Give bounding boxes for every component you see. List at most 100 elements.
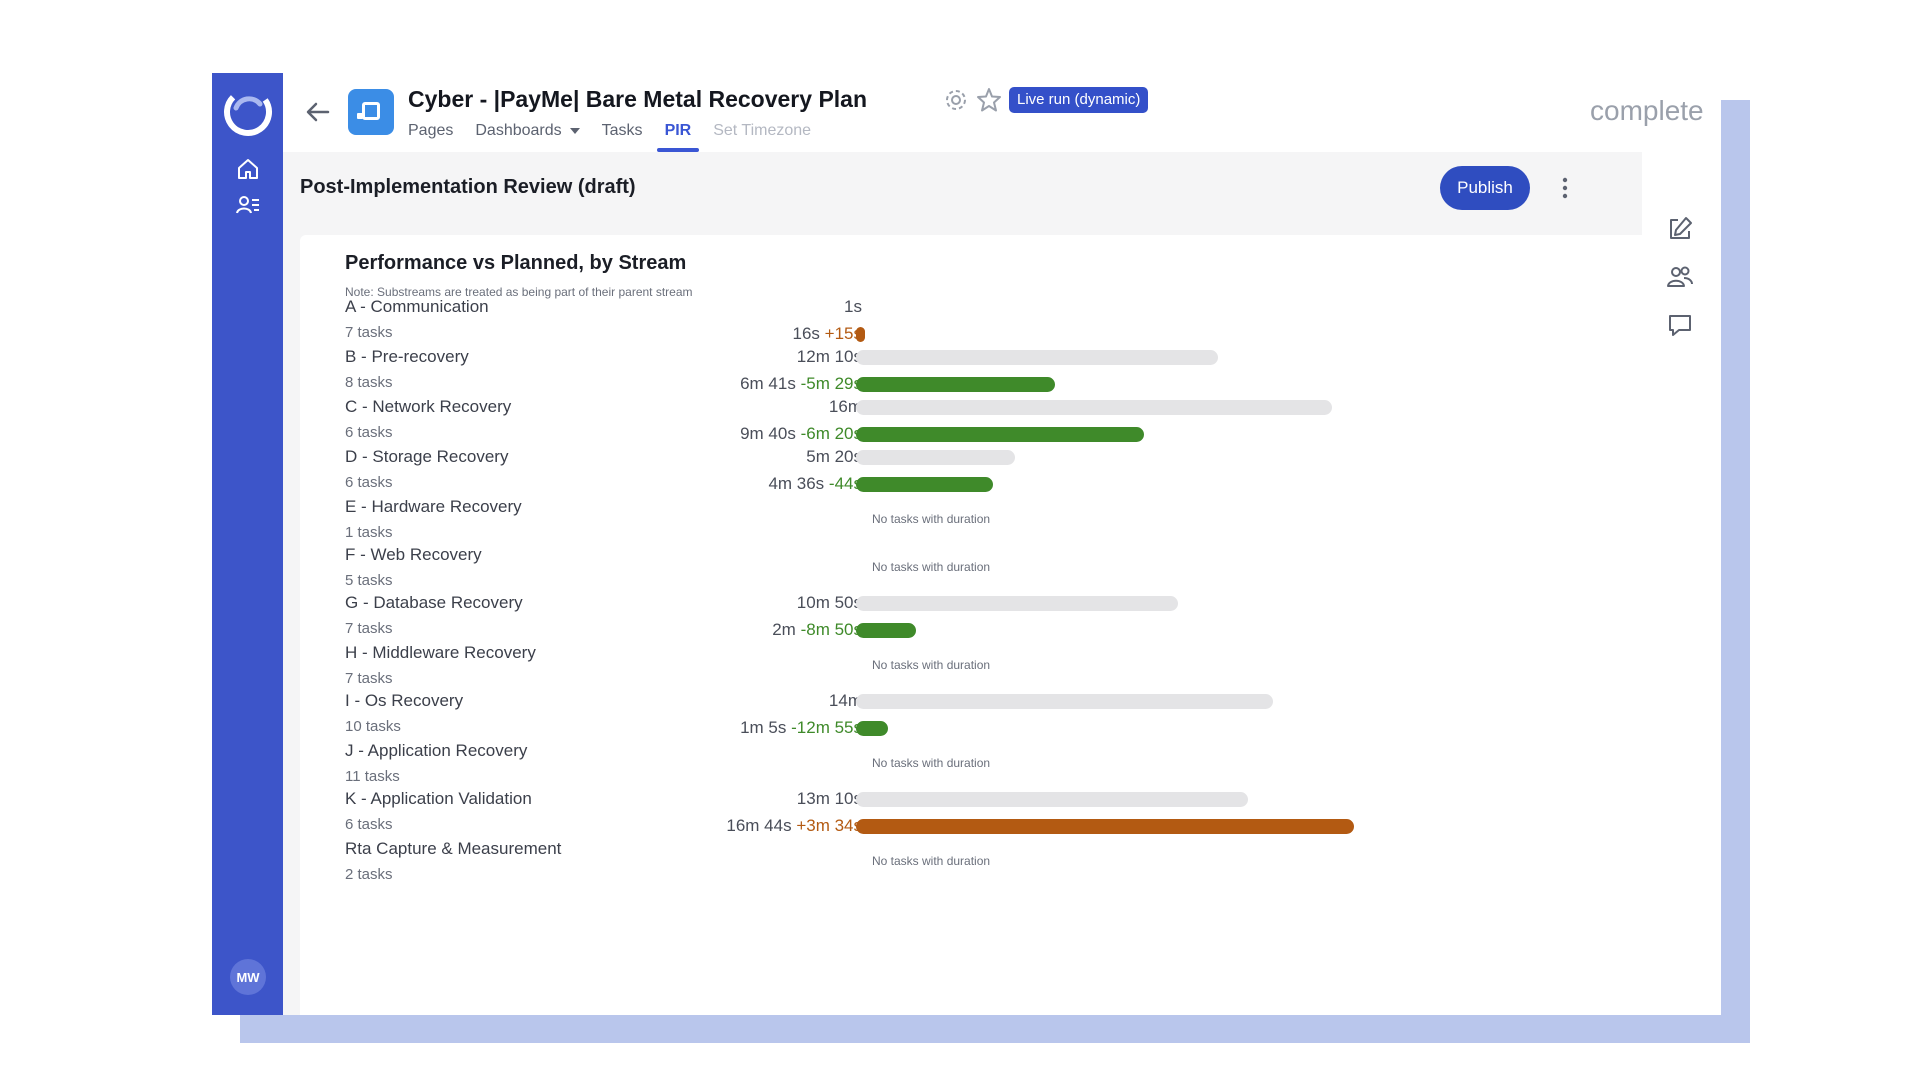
star-icon[interactable] bbox=[975, 86, 1003, 114]
planned-bar bbox=[856, 450, 1015, 465]
home-icon[interactable] bbox=[234, 155, 262, 183]
publish-button[interactable]: Publish bbox=[1440, 166, 1530, 210]
stream-name: H - Middleware Recovery bbox=[345, 643, 536, 662]
planned-duration: 10m 50s bbox=[796, 593, 862, 612]
stream-name: A - Communication bbox=[345, 297, 489, 316]
actual-duration: 2m -8m 50s bbox=[772, 620, 862, 640]
stream-name: B - Pre-recovery bbox=[345, 347, 469, 366]
stream-task-count: 6 tasks bbox=[345, 424, 393, 441]
actual-bar bbox=[856, 427, 1144, 442]
stream-row: K - Application Validation 6 tasks 13m 10s… bbox=[300, 789, 1652, 837]
actual-duration: 9m 40s -6m 20s bbox=[740, 424, 862, 444]
tab-dashboards-label: Dashboards bbox=[475, 122, 562, 139]
people-icon[interactable] bbox=[1665, 262, 1695, 292]
edit-icon[interactable] bbox=[1665, 214, 1695, 244]
planned-duration: 13m 10s bbox=[796, 789, 862, 808]
live-run-badge: Live run (dynamic) bbox=[1009, 87, 1149, 113]
delta-value: -44s bbox=[828, 474, 862, 493]
stream-name: K - Application Validation bbox=[345, 789, 532, 808]
avatar[interactable]: MW bbox=[230, 959, 266, 995]
planned-bar bbox=[856, 792, 1248, 807]
chevron-down-icon bbox=[569, 127, 580, 134]
planned-bar bbox=[856, 400, 1333, 415]
actual-bar bbox=[856, 623, 916, 638]
comment-icon[interactable] bbox=[1665, 310, 1695, 340]
stream-task-count: 2 tasks bbox=[345, 866, 393, 883]
stream-row: C - Network Recovery 6 tasks 16m 9m 40s -6m… bbox=[300, 397, 1652, 445]
stream-task-count: 7 tasks bbox=[345, 620, 393, 637]
planned-bar bbox=[856, 350, 1219, 365]
actual-value: 9m 40s bbox=[740, 424, 796, 443]
no-duration-label: No tasks with duration bbox=[872, 854, 991, 868]
app-window: MW Cyber - |PayMe| Bare Metal Recovery P… bbox=[212, 73, 1721, 1015]
sidebar: MW bbox=[212, 73, 283, 1015]
actual-duration: 16s +15s bbox=[793, 324, 863, 344]
actual-value: 2m bbox=[772, 620, 796, 639]
stream-name: E - Hardware Recovery bbox=[345, 497, 522, 516]
gear-icon[interactable] bbox=[943, 87, 969, 113]
stream-name: I - Os Recovery bbox=[345, 691, 464, 710]
actual-duration: 6m 41s -5m 29s bbox=[740, 374, 862, 394]
stream-task-count: 11 tasks bbox=[345, 768, 400, 785]
performance-card: Performance vs Planned, by Stream Note: … bbox=[300, 235, 1652, 1015]
planned-bar bbox=[856, 694, 1273, 709]
actual-value: 16m 44s bbox=[726, 816, 792, 835]
tab-tasks[interactable]: Tasks bbox=[601, 122, 643, 139]
stream-task-count: 10 tasks bbox=[345, 718, 401, 735]
stream-name: C - Network Recovery bbox=[345, 397, 512, 416]
tab-bar: Pages Dashboards Tasks PIR Set Timezone bbox=[408, 119, 833, 152]
stream-row: J - Application Recovery 11 tasks No tasks… bbox=[300, 741, 1652, 789]
no-duration-label: No tasks with duration bbox=[872, 512, 991, 526]
stream-task-count: 5 tasks bbox=[345, 572, 393, 589]
stream-row: D - Storage Recovery 6 tasks 5m 20s 4m 36s … bbox=[300, 447, 1652, 495]
actual-bar bbox=[856, 377, 1055, 392]
planned-duration: 5m 20s bbox=[806, 447, 862, 466]
delta-value: -6m 20s bbox=[800, 424, 862, 443]
stream-row: Rta Capture & Measurement 2 tasks No tasks… bbox=[300, 839, 1652, 887]
no-duration-label: No tasks with duration bbox=[872, 658, 991, 672]
more-options-icon[interactable] bbox=[1555, 171, 1575, 205]
runbook-title: Cyber - |PayMe| Bare Metal Recovery Plan bbox=[408, 86, 868, 112]
stream-task-count: 1 tasks bbox=[345, 524, 393, 541]
actual-value: 6m 41s bbox=[740, 374, 796, 393]
tab-set-timezone[interactable]: Set Timezone bbox=[713, 122, 812, 139]
actual-bar bbox=[856, 819, 1354, 834]
stream-row: H - Middleware Recovery 7 tasks No tasks w… bbox=[300, 643, 1652, 691]
delta-value: -8m 50s bbox=[800, 620, 862, 639]
planned-bar bbox=[856, 596, 1179, 611]
tab-dashboards[interactable]: Dashboards bbox=[475, 119, 580, 149]
logo-icon[interactable] bbox=[222, 86, 274, 138]
stream-task-count: 8 tasks bbox=[345, 374, 393, 391]
stream-name: Rta Capture & Measurement bbox=[345, 839, 562, 858]
stream-row: F - Web Recovery 5 tasks No tasks with dur… bbox=[300, 545, 1652, 593]
run-status-label: complete bbox=[1590, 95, 1704, 126]
tab-pir[interactable]: PIR bbox=[656, 119, 699, 152]
planned-duration: 14m bbox=[828, 691, 862, 710]
stream-task-count: 6 tasks bbox=[345, 816, 393, 833]
stream-row: I - Os Recovery 10 tasks 14m 1m 5s -12m 55s bbox=[300, 691, 1652, 739]
runbook-icon bbox=[348, 89, 394, 135]
actual-duration: 1m 5s -12m 55s bbox=[740, 718, 862, 738]
planned-duration: 12m 10s bbox=[796, 347, 862, 366]
users-list-icon[interactable] bbox=[234, 191, 262, 219]
delta-value: +15s bbox=[824, 324, 862, 343]
stream-row: A - Communication 7 tasks 1s 16s +15s bbox=[300, 297, 1652, 345]
no-duration-label: No tasks with duration bbox=[872, 756, 991, 770]
page-header: Post-Implementation Review (draft) Publi… bbox=[283, 152, 1642, 222]
actual-value: 16s bbox=[792, 324, 820, 343]
tab-pages[interactable]: Pages bbox=[408, 122, 454, 139]
stream-row: B - Pre-recovery 8 tasks 12m 10s 6m 41s -5m… bbox=[300, 347, 1652, 395]
stream-task-count: 7 tasks bbox=[345, 670, 393, 687]
delta-value: -12m 55s bbox=[791, 718, 862, 737]
actual-duration: 16m 44s +3m 34s bbox=[726, 816, 862, 836]
actual-duration: 4m 36s -44s bbox=[768, 474, 862, 494]
stream-row: G - Database Recovery 7 tasks 10m 50s 2m -8… bbox=[300, 593, 1652, 641]
actual-bar bbox=[856, 477, 993, 492]
stream-row: E - Hardware Recovery 1 tasks No tasks wit… bbox=[300, 497, 1652, 545]
actual-value: 4m 36s bbox=[768, 474, 825, 493]
page-title: Post-Implementation Review (draft) bbox=[300, 176, 636, 198]
main-content: Post-Implementation Review (draft) Publi… bbox=[283, 152, 1652, 1015]
back-arrow-icon[interactable] bbox=[303, 97, 333, 127]
actual-bar bbox=[856, 721, 889, 736]
